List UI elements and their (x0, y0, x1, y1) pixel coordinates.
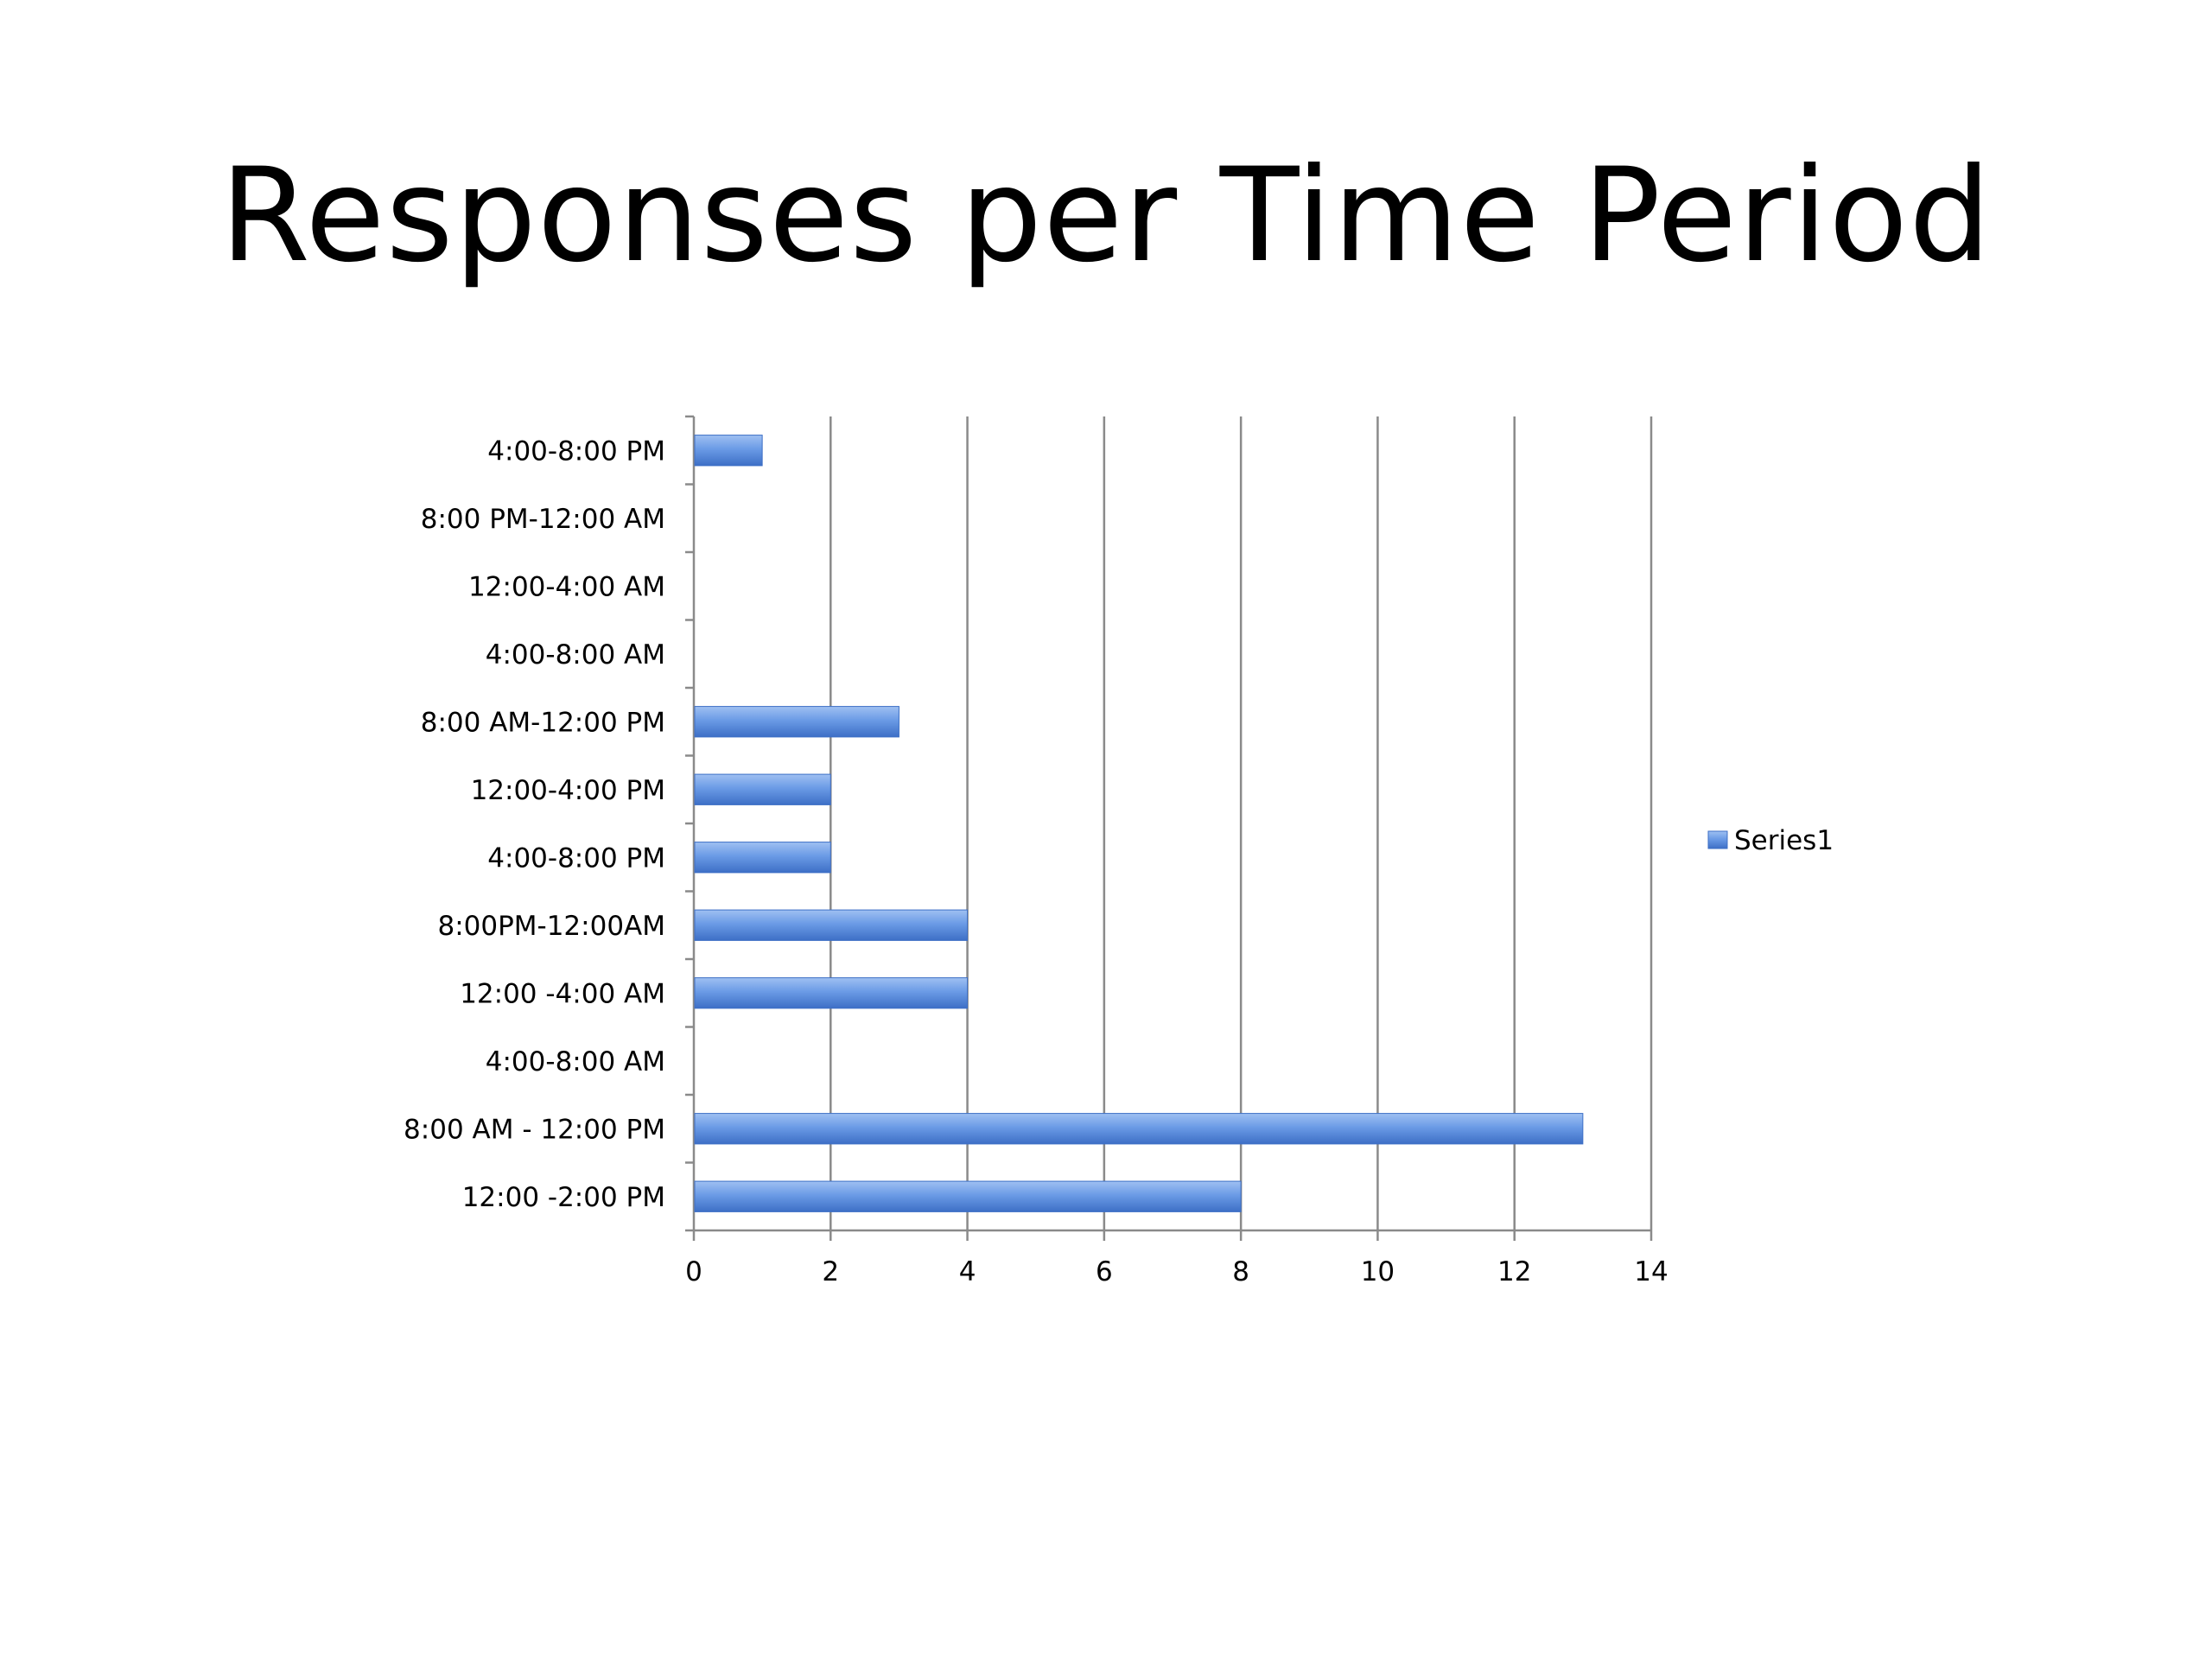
category-label: 4:00-8:00 AM (486, 1046, 665, 1077)
category-label: 12:00 -4:00 AM (460, 978, 665, 1009)
gridlines (830, 416, 1653, 1230)
slide-title: Responses per Time Period (219, 141, 1993, 291)
category-label: 12:00 -2:00 PM (462, 1182, 665, 1213)
x-tick-label: 6 (1096, 1256, 1113, 1287)
legend-swatch (1707, 830, 1728, 849)
category-label: 4:00-8:00 AM (486, 639, 665, 671)
x-tick-label: 0 (685, 1256, 702, 1287)
bar-6 (694, 773, 831, 805)
x-tick-label: 12 (1497, 1256, 1531, 1287)
category-label: 4:00-8:00 PM (487, 435, 665, 467)
x-tick-label: 4 (959, 1256, 976, 1287)
category-labels: 4:00-8:00 PM 8:00 PM-12:00 AM 12:00-4:00 A… (404, 435, 665, 1213)
bar-1 (694, 435, 763, 467)
category-label: 8:00 AM-12:00 PM (421, 707, 665, 738)
category-label: 8:00PM-12:00AM (437, 911, 665, 942)
category-label: 4:00-8:00 PM (487, 842, 665, 874)
category-label: 8:00 PM-12:00 AM (421, 504, 665, 535)
legend: Series1 (1707, 825, 1834, 856)
x-tick-label: 2 (822, 1256, 839, 1287)
category-label: 12:00-4:00 PM (471, 775, 665, 806)
legend-label: Series1 (1734, 825, 1834, 856)
bar-8 (694, 909, 969, 941)
x-tick-label: 14 (1634, 1256, 1668, 1287)
x-tick-label: 10 (1361, 1256, 1395, 1287)
bar-5 (694, 706, 899, 738)
bar-9 (694, 977, 969, 1009)
bars (694, 435, 1584, 1212)
category-label: 8:00 AM - 12:00 PM (404, 1114, 665, 1145)
x-tick-labels: 0 2 4 6 8 10 12 14 (685, 1256, 1669, 1287)
bar-11 (694, 1113, 1584, 1145)
category-label: 12:00-4:00 AM (468, 571, 665, 602)
x-tick-label: 8 (1232, 1256, 1249, 1287)
bar-7 (694, 842, 831, 874)
axes (685, 415, 1653, 1241)
bar-12 (694, 1180, 1242, 1212)
